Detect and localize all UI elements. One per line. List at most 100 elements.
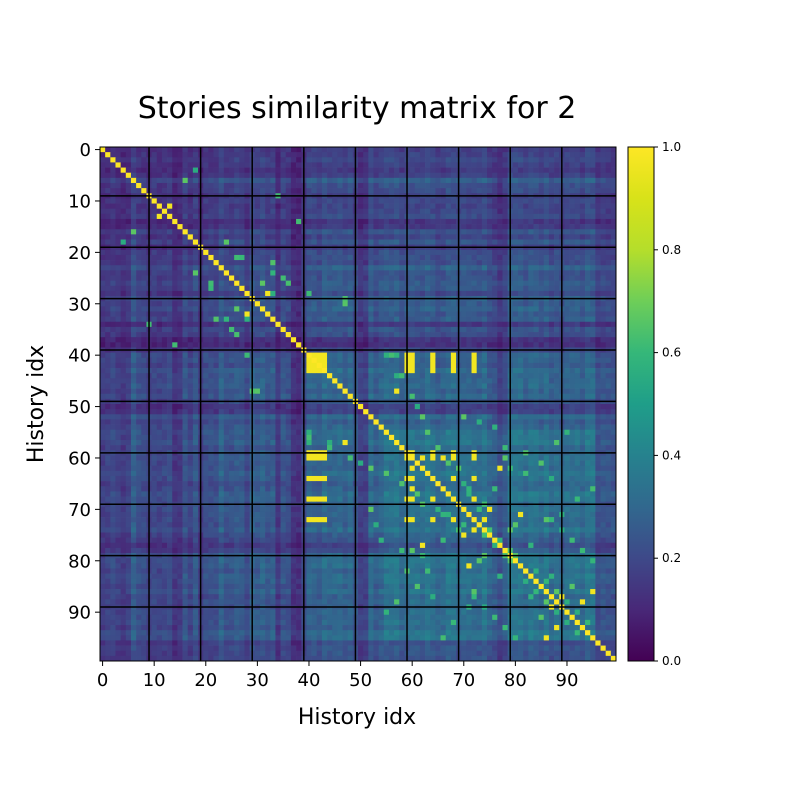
heatmap-cell (110, 188, 116, 194)
heatmap-cell (192, 157, 199, 163)
heatmap-cell (110, 234, 116, 240)
heatmap-cell (130, 285, 137, 292)
heatmap-cell (187, 218, 194, 225)
heatmap-cell (450, 362, 457, 369)
heatmap-cell (409, 301, 416, 307)
heatmap-cell (605, 224, 612, 230)
heatmap-cell (244, 147, 250, 153)
heatmap-cell (487, 290, 493, 297)
heatmap-cell (445, 280, 452, 287)
heatmap-cell (512, 147, 519, 153)
heatmap-cell (342, 373, 349, 379)
heatmap-cell (471, 290, 478, 297)
heatmap-cell (136, 280, 142, 287)
heatmap-cell (554, 383, 560, 389)
heatmap-cell (358, 198, 364, 204)
heatmap-cell (234, 352, 240, 359)
heatmap-cell (481, 368, 488, 374)
heatmap-cell (290, 234, 297, 240)
heatmap-cell (466, 265, 472, 271)
heatmap-cell (229, 147, 235, 153)
heatmap-cell (492, 152, 498, 158)
heatmap-cell (130, 275, 137, 281)
heatmap-cell (595, 213, 601, 220)
heatmap-cell (125, 254, 132, 261)
heatmap-cell (481, 229, 488, 235)
heatmap-cell (476, 260, 483, 266)
heatmap-cell (600, 373, 607, 379)
heatmap-cell (337, 177, 343, 184)
heatmap-cell (388, 265, 395, 271)
heatmap-cell (548, 213, 555, 220)
heatmap-cell (265, 182, 271, 189)
heatmap-cell (445, 260, 452, 266)
heatmap-cell (280, 254, 287, 261)
heatmap-cell (280, 157, 287, 163)
heatmap-cell (161, 290, 168, 297)
heatmap-cell (471, 265, 478, 271)
heatmap-cell (306, 352, 312, 359)
heatmap-cell (569, 352, 576, 359)
heatmap-cell (229, 152, 235, 158)
heatmap-cell (414, 188, 421, 194)
heatmap-cell (378, 157, 385, 163)
heatmap-cell (115, 316, 121, 323)
heatmap-cell (229, 290, 235, 297)
heatmap-cell (327, 177, 333, 184)
heatmap-cell (337, 249, 343, 256)
heatmap-cell (254, 301, 261, 307)
heatmap-cell (564, 167, 570, 174)
heatmap-cell (523, 167, 529, 174)
heatmap-cell (167, 157, 173, 163)
heatmap-cell (512, 213, 519, 220)
heatmap-cell (120, 265, 127, 271)
heatmap-cell (244, 373, 250, 379)
heatmap-cell (332, 254, 338, 261)
heatmap-cell (285, 234, 292, 240)
heatmap-cell (223, 254, 230, 261)
heatmap-cell (564, 265, 570, 271)
heatmap-cell (569, 208, 576, 215)
heatmap-cell (265, 388, 271, 395)
heatmap-cell (306, 388, 312, 395)
heatmap-cell (347, 260, 354, 266)
heatmap-cell (280, 352, 287, 359)
heatmap-cell (347, 265, 354, 271)
heatmap-cell (466, 224, 472, 230)
heatmap-cell (383, 332, 390, 338)
heatmap-cell (533, 147, 539, 153)
heatmap-cell (234, 378, 240, 384)
heatmap-cell (363, 152, 369, 158)
heatmap-cell (388, 393, 395, 400)
heatmap-cell (265, 275, 271, 281)
heatmap-cell (120, 234, 127, 240)
heatmap-cell (270, 254, 276, 261)
heatmap-cell (141, 352, 147, 359)
heatmap-cell (383, 306, 390, 312)
heatmap-cell (337, 188, 343, 194)
heatmap-cell (208, 218, 214, 225)
heatmap-cell (414, 162, 421, 168)
heatmap-cell (605, 229, 612, 235)
heatmap-cell (167, 172, 173, 179)
heatmap-cell (280, 321, 287, 328)
heatmap-cell (523, 198, 529, 204)
heatmap-cell (151, 352, 158, 359)
heatmap-cell (141, 342, 147, 348)
heatmap-cell (569, 285, 576, 292)
heatmap-cell (265, 147, 271, 153)
heatmap-cell (275, 213, 281, 220)
heatmap-cell (409, 203, 416, 210)
heatmap-cell (548, 167, 555, 174)
heatmap-cell (523, 316, 529, 323)
heatmap-cell (316, 239, 323, 246)
heatmap-cell (492, 167, 498, 174)
heatmap-cell (425, 208, 431, 215)
heatmap-cell (502, 280, 508, 287)
heatmap-cell (466, 321, 472, 328)
heatmap-cell (466, 306, 472, 312)
heatmap-cell (115, 260, 121, 266)
heatmap-cell (100, 208, 106, 215)
heatmap-cell (435, 321, 441, 328)
heatmap-cell (430, 342, 436, 348)
